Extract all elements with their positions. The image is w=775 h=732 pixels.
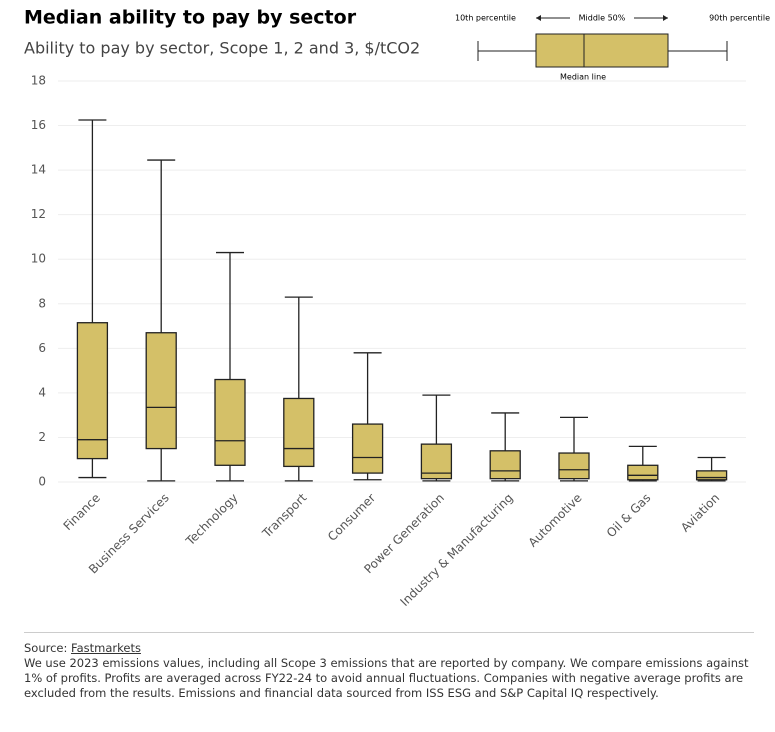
y-tick-label: 8 — [38, 296, 46, 310]
legend-box — [535, 33, 669, 68]
y-tick-label: 14 — [31, 163, 46, 177]
y-tick-label: 6 — [38, 341, 46, 355]
box — [214, 378, 246, 466]
box — [145, 332, 177, 450]
x-tick-label: Oil & Gas — [604, 491, 654, 541]
legend-high: 90th percentile — [709, 14, 770, 23]
x-tick-label: Finance — [61, 491, 103, 533]
y-tick-label: 18 — [31, 74, 46, 88]
box — [695, 470, 728, 481]
x-tick-label: Automotive — [526, 491, 585, 550]
legend-low: 10th percentile — [455, 14, 516, 23]
legend-median-label: Median line — [560, 73, 606, 82]
box — [351, 423, 384, 474]
y-tick-label: 2 — [38, 430, 46, 444]
x-tick-label: Industry & Manufacturing — [398, 491, 516, 609]
box — [76, 322, 109, 460]
box — [489, 450, 521, 480]
x-tick-label: Consumer — [325, 491, 378, 544]
footer-note: We use 2023 emissions values, including … — [24, 656, 749, 700]
x-tick-label: Technology — [182, 491, 240, 549]
legend-middle: Middle 50% — [579, 14, 626, 23]
y-tick-label: 16 — [31, 118, 46, 132]
y-tick-label: 10 — [31, 252, 46, 266]
box — [558, 452, 590, 480]
box — [627, 464, 659, 481]
x-tick-label: Aviation — [678, 491, 722, 535]
x-tick-label: Transport — [259, 490, 310, 541]
chart-title: Median ability to pay by sector — [24, 7, 357, 29]
legend-arrowhead — [536, 15, 541, 21]
source-label: Source: — [24, 641, 68, 655]
chart: Median ability to pay by sector Ability … — [24, 7, 770, 609]
legend-arrowhead — [663, 15, 668, 21]
y-tick-label: 12 — [31, 207, 46, 221]
source: Source: Fastmarkets — [24, 641, 754, 656]
box — [283, 397, 315, 468]
y-tick-label: 4 — [38, 385, 46, 399]
y-tick-label: 0 — [38, 475, 46, 489]
source-link[interactable]: Fastmarkets — [71, 641, 141, 655]
legend: 10th percentile Middle 50% 90th percenti… — [455, 14, 770, 82]
chart-subtitle: Ability to pay by sector, Scope 1, 2 and… — [24, 39, 420, 58]
footer: Source: Fastmarkets We use 2023 emission… — [24, 632, 754, 701]
